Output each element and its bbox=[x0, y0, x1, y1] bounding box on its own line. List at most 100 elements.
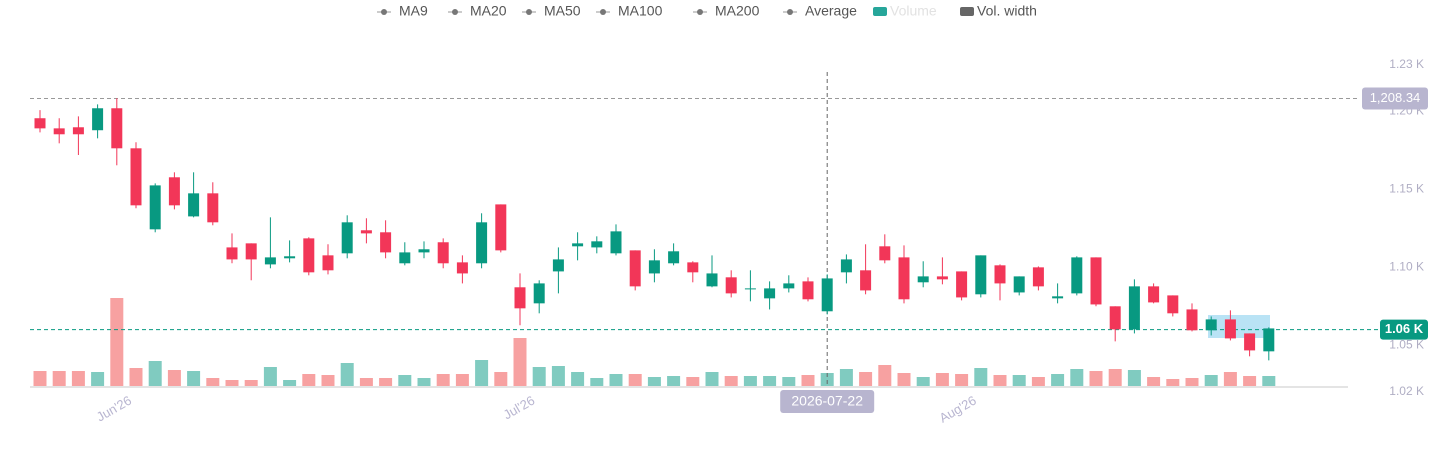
candle-body bbox=[341, 222, 353, 254]
current-price-badge bbox=[1380, 319, 1428, 340]
candle-body bbox=[975, 255, 987, 295]
candle-body bbox=[1109, 306, 1121, 330]
candle-body bbox=[226, 247, 238, 260]
candle-body bbox=[629, 250, 641, 287]
legend-icon bbox=[873, 7, 887, 16]
volume-bar bbox=[206, 378, 220, 386]
volume-bar bbox=[110, 298, 124, 386]
y-tick-label: 1.02 K bbox=[1389, 384, 1424, 398]
legend-label: MA200 bbox=[715, 3, 760, 19]
candle-body bbox=[1090, 257, 1102, 305]
candle-body bbox=[399, 252, 411, 264]
y-tick-label: 1.23 K bbox=[1389, 57, 1424, 71]
candle-body bbox=[495, 204, 507, 251]
candle-body bbox=[706, 273, 718, 287]
volume-bar bbox=[1147, 377, 1161, 386]
legend-label: Vol. width bbox=[977, 3, 1037, 19]
volume-bar bbox=[379, 378, 393, 386]
legend-label: Average bbox=[805, 3, 857, 19]
candle-body bbox=[380, 232, 392, 253]
volume-bar bbox=[359, 378, 373, 386]
volume-bar bbox=[571, 372, 585, 386]
volume-bar bbox=[1223, 372, 1237, 386]
volume-bar bbox=[455, 374, 469, 386]
volume-bar bbox=[283, 380, 297, 386]
candle-body bbox=[1224, 319, 1236, 339]
y-tick-label: 1.10 K bbox=[1389, 260, 1424, 274]
crosshair-label: 2026-07-22 bbox=[791, 393, 863, 409]
x-tick-label: Aug'26 bbox=[937, 393, 979, 426]
legend-icon bbox=[452, 9, 458, 15]
y-tick-label: 1.15 K bbox=[1389, 182, 1424, 196]
candle-body bbox=[898, 257, 910, 300]
candle-body bbox=[34, 118, 46, 129]
volume-bar bbox=[878, 365, 892, 386]
legend-icon bbox=[697, 9, 703, 15]
volume-bar bbox=[148, 361, 162, 386]
legend-label: Volume bbox=[890, 3, 937, 19]
candle-body bbox=[264, 257, 276, 265]
legend-icon bbox=[600, 9, 606, 15]
volume-bar bbox=[724, 376, 738, 386]
volume-bar bbox=[1108, 369, 1122, 386]
legend-label: MA9 bbox=[399, 3, 428, 19]
candle-body bbox=[418, 249, 430, 253]
volume-bar bbox=[436, 374, 450, 386]
candle-body bbox=[802, 281, 814, 300]
candle-body bbox=[956, 271, 968, 298]
volume-bar bbox=[935, 373, 949, 386]
candle-body bbox=[533, 283, 545, 304]
candle-body bbox=[840, 259, 852, 273]
volume-bar bbox=[33, 371, 47, 386]
volume-bar bbox=[1127, 370, 1141, 386]
volume-bar bbox=[1204, 375, 1218, 386]
volume-bar bbox=[187, 371, 201, 386]
selection-highlight bbox=[1208, 315, 1270, 338]
candle-body bbox=[821, 278, 833, 312]
volume-bar bbox=[398, 375, 412, 386]
volume-bar bbox=[897, 373, 911, 386]
crosshair-badge bbox=[780, 390, 875, 413]
volume-bar bbox=[1031, 377, 1045, 386]
candle-body bbox=[72, 127, 84, 135]
volume-bar bbox=[1051, 374, 1065, 386]
legend-label: MA100 bbox=[618, 3, 663, 19]
volume-bar bbox=[167, 370, 181, 386]
candle-body bbox=[1148, 286, 1160, 303]
volume-bar bbox=[1243, 376, 1257, 386]
candle-body bbox=[917, 276, 929, 283]
candle-body bbox=[456, 262, 468, 274]
volume-bar bbox=[1185, 378, 1199, 386]
candle-body bbox=[245, 243, 257, 260]
high-price-label: 1,208.34 bbox=[1370, 90, 1421, 105]
volume-bar bbox=[1089, 371, 1103, 386]
candle-body bbox=[744, 288, 756, 290]
candle-body bbox=[207, 193, 219, 223]
candle-body bbox=[936, 276, 948, 280]
volume-bar bbox=[340, 363, 354, 386]
volume-bar bbox=[1262, 376, 1276, 386]
volume-bar bbox=[551, 366, 565, 386]
candle-body bbox=[111, 108, 123, 149]
candle-body bbox=[1167, 295, 1179, 314]
candle-body bbox=[1186, 309, 1198, 331]
candle-body bbox=[360, 230, 372, 234]
volume-bar bbox=[763, 376, 777, 386]
candle-body bbox=[476, 222, 488, 264]
x-tick-label: Jun'26 bbox=[94, 393, 134, 425]
candle-body bbox=[130, 148, 142, 206]
volume-bar bbox=[590, 378, 604, 386]
volume-bar bbox=[1166, 379, 1180, 386]
volume-bar bbox=[302, 374, 316, 386]
legend-icon bbox=[526, 9, 532, 15]
candle-body bbox=[1032, 267, 1044, 287]
candle-body bbox=[1013, 276, 1025, 293]
volume-bar bbox=[1070, 369, 1084, 386]
candle-body bbox=[687, 262, 699, 273]
volume-bar bbox=[955, 374, 969, 386]
candle-body bbox=[188, 193, 200, 217]
volume-bar bbox=[1012, 375, 1026, 386]
volume-bar bbox=[244, 380, 258, 386]
candle-body bbox=[572, 243, 584, 247]
candle-body bbox=[783, 283, 795, 289]
